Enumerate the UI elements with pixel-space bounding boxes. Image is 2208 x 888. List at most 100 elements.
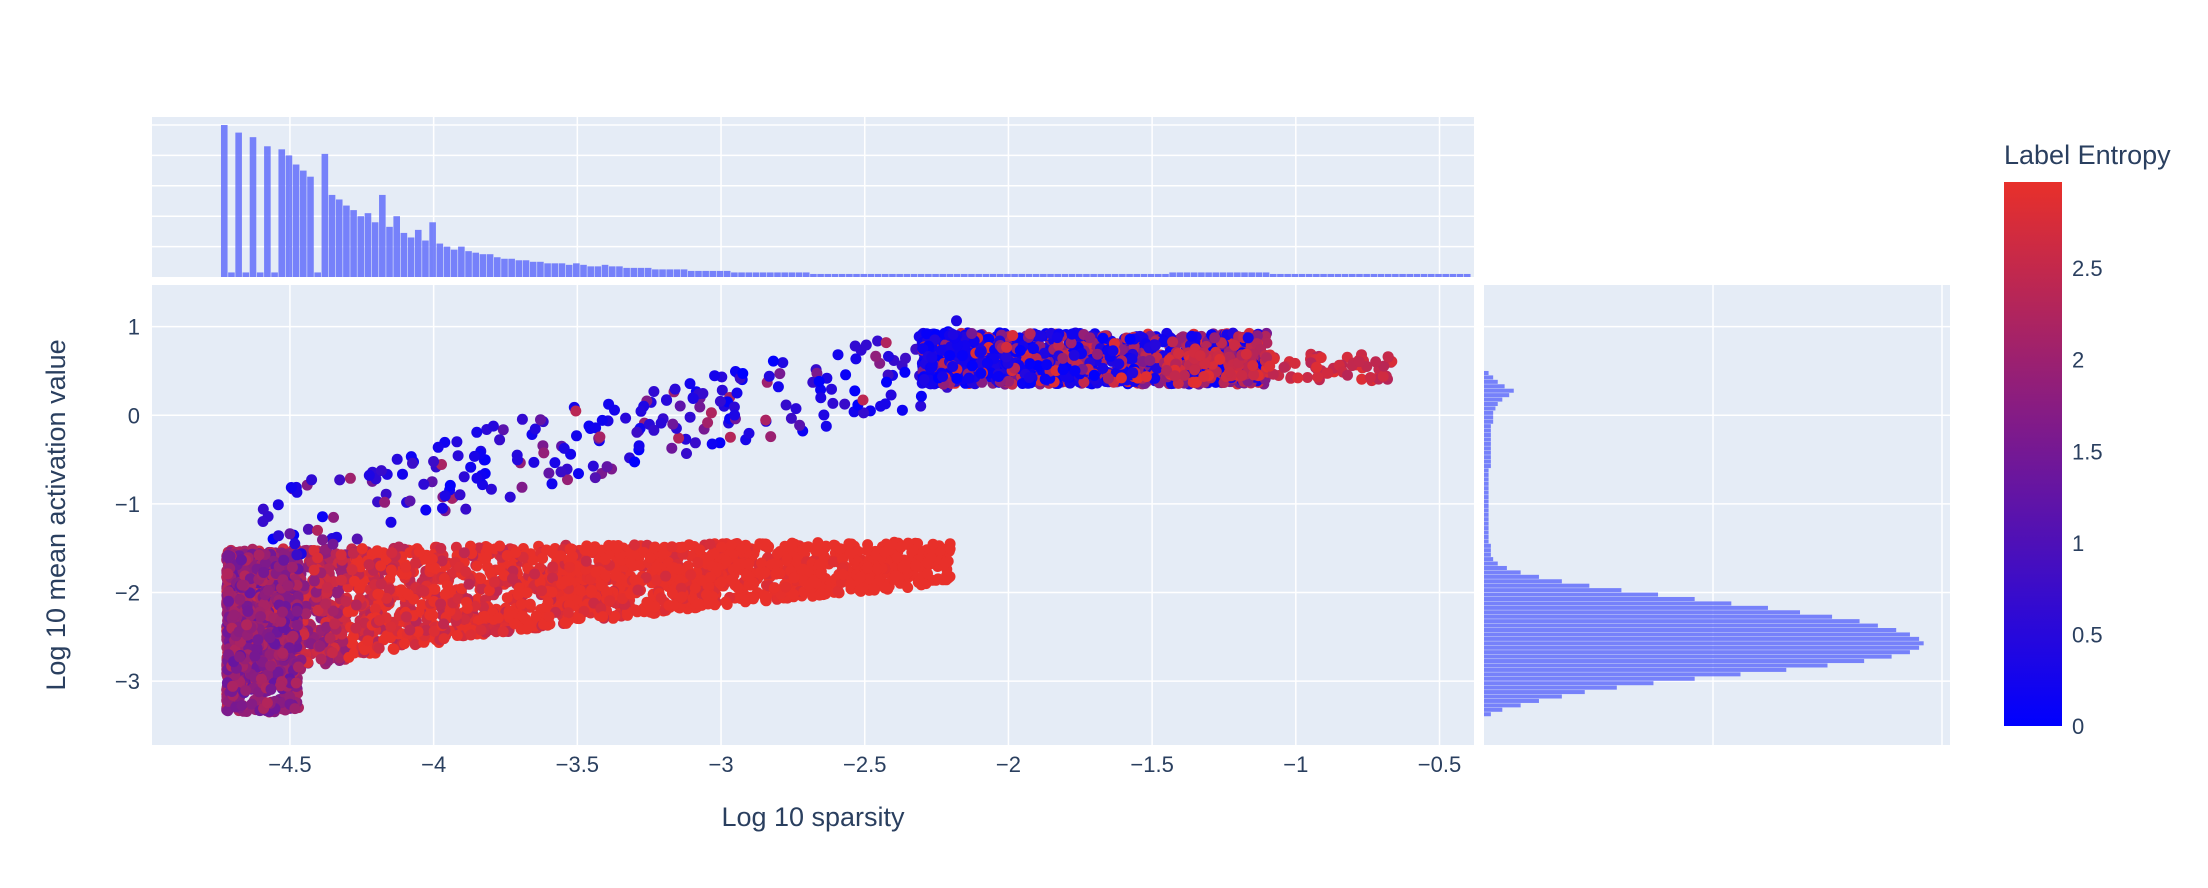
scatter-point [559,617,571,629]
top-histogram-bar [666,269,674,277]
scatter-point [482,542,494,554]
scatter-point [684,378,696,390]
top-histogram-bar [731,272,738,277]
scatter-point [399,638,410,650]
top-histogram-bar [565,264,573,277]
scatter-point [234,651,246,663]
scatter-point [343,651,355,663]
scatter-point [769,558,781,570]
scatter-point [452,593,464,605]
top-histogram-bar [436,243,444,277]
scatter-point [391,453,403,465]
scatter-point [463,578,475,590]
right-histogram-bar [1484,508,1489,513]
scatter-point [253,549,265,561]
scatter-point [344,472,356,484]
right-histogram-bar [1484,455,1491,460]
scatter-point [543,467,555,479]
scatter-point [597,611,609,623]
right-histogram-bar [1484,636,1920,641]
scatter-point [1066,328,1078,340]
scatter-point [666,442,678,454]
scatter-point [777,357,789,369]
scatter-point [944,543,956,555]
scatter-point [559,575,571,587]
right-histogram [1484,285,1950,745]
top-histogram-bar [1226,272,1234,277]
scatter-point [510,547,522,558]
scatter-point [860,339,872,351]
scatter-point [342,606,354,618]
top-histogram-bar [1126,273,1133,277]
right-histogram-bar [1484,486,1489,491]
scatter-point [763,370,775,382]
scatter-point [451,630,463,641]
top-histogram-bar [1305,273,1313,277]
top-histogram-bar [601,264,609,277]
scatter-point [902,582,914,593]
right-histogram-bar [1484,579,1562,584]
scatter-point [546,586,558,598]
scatter-point [810,577,822,589]
scatter-point [724,431,736,443]
scatter-point [934,545,946,557]
top-histogram-bar [1255,272,1263,277]
top-histogram-bar [429,222,436,277]
top-histogram-bar [321,153,329,277]
right-histogram-bar [1484,628,1897,633]
top-histogram-bar [1320,273,1327,277]
scatter-point [655,417,667,429]
top-histogram-bar [458,246,465,277]
right-histogram-bar [1484,698,1539,703]
scatter-point [666,587,678,599]
scatter-point [966,328,978,339]
scatter-point [633,440,645,452]
top-histogram-bar [709,270,717,277]
scatter-point [503,610,515,621]
right-histogram-bars [1484,370,1924,717]
scatter-point [351,533,363,545]
right-histogram-bar [1484,543,1491,548]
scatter-point [497,626,509,638]
top-histogram-bar [1032,273,1040,277]
scatter-point [373,642,385,654]
top-histogram-bar [1284,273,1291,277]
scatter-point [601,461,613,473]
scatter-point [628,560,640,572]
scatter-point [736,543,748,555]
top-histogram-bar [1341,273,1349,277]
scatter-point [855,571,866,583]
scatter-point [737,368,749,379]
top-histogram-bar [1456,273,1464,277]
top-histogram-bar [1169,272,1176,277]
scatter-point [731,387,743,399]
top-histogram-bar [1104,273,1112,277]
scatter-point [537,552,549,564]
scatter-point [286,561,298,573]
scatter-point [277,647,289,659]
scatter-point [228,609,240,621]
scatter-point [590,566,602,578]
scatter-point [317,511,328,523]
scatter-point [436,555,448,567]
top-histogram-bar [228,272,235,277]
scatter-point [255,611,266,623]
top-histogram-bar [659,269,666,277]
top-histogram-bar [817,273,824,277]
scatter-point [1041,359,1053,371]
scatter-point [730,561,742,573]
scatter-point [666,541,678,553]
top-histogram-bar [1083,273,1090,277]
top-histogram-bar [1406,273,1414,277]
scatter-point [599,568,611,580]
top-histogram [152,117,1474,277]
scatter-point [458,547,470,559]
top-histogram-bar [1040,273,1047,277]
right-histogram-bar [1484,446,1491,451]
top-histogram-bar [1241,272,1248,277]
scatter-point [362,635,374,647]
top-histogram-bar [1011,273,1018,277]
scatter-point [657,548,669,560]
scatter-point [620,412,632,424]
top-histogram-bar [537,261,544,277]
